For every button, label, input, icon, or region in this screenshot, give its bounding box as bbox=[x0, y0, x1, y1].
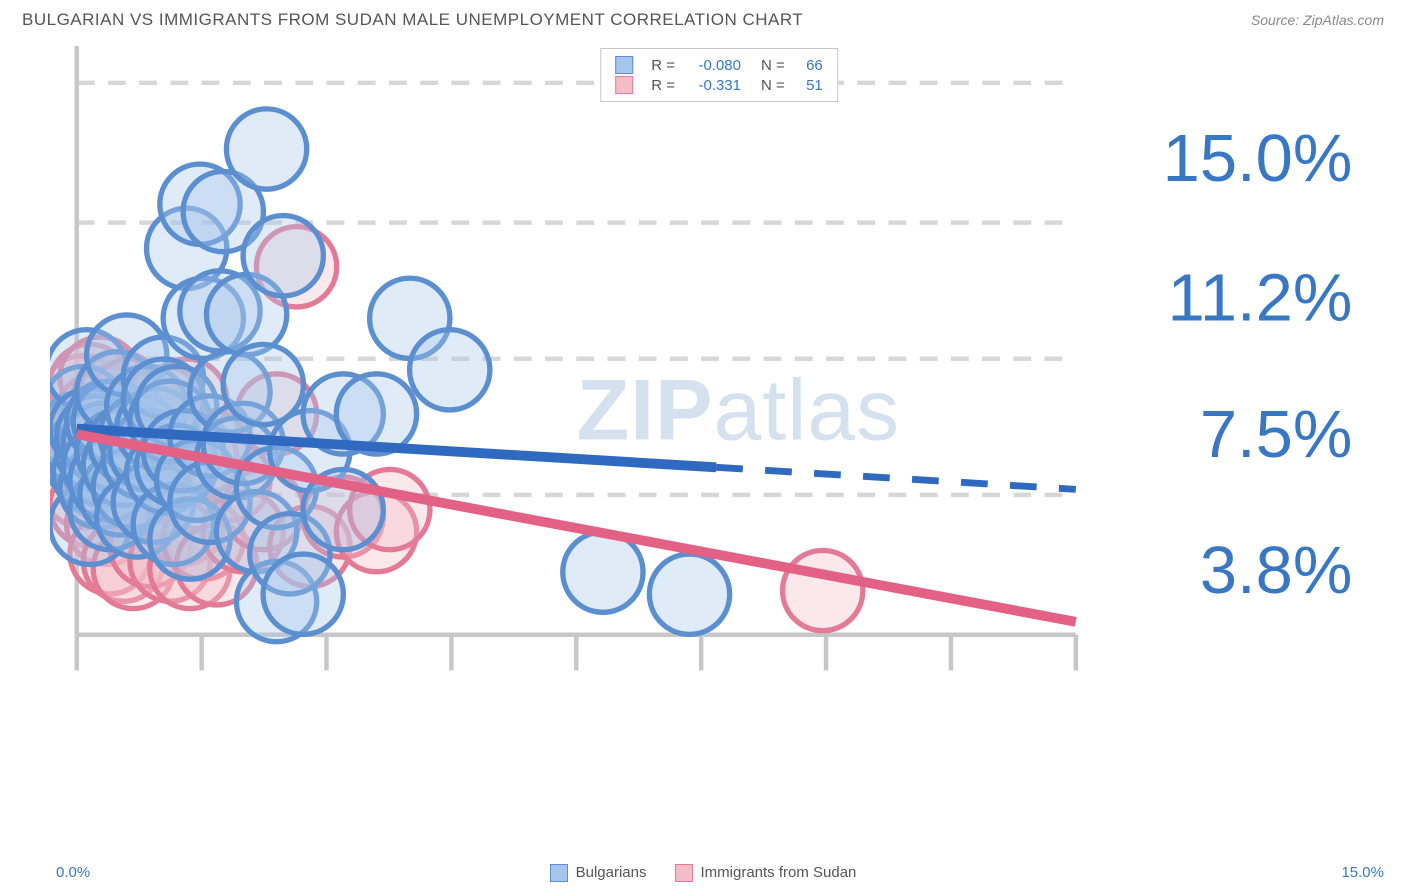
source-attribution: Source: ZipAtlas.com bbox=[1251, 12, 1384, 28]
r-label: R = bbox=[651, 77, 675, 94]
svg-text:11.2%: 11.2% bbox=[1168, 261, 1353, 336]
chart-title: BULGARIAN VS IMMIGRANTS FROM SUDAN MALE … bbox=[22, 10, 803, 30]
series-name: Immigrants from Sudan bbox=[701, 864, 857, 881]
legend-row: R = -0.331 N = 51 bbox=[615, 75, 823, 95]
legend-swatch bbox=[615, 76, 633, 94]
correlation-legend: R = -0.080 N = 66 R = -0.331 N = 51 bbox=[600, 48, 838, 102]
svg-text:15.0%: 15.0% bbox=[1163, 121, 1353, 196]
series-name: Bulgarians bbox=[576, 864, 647, 881]
series-legend-item: Bulgarians bbox=[550, 864, 647, 882]
series-legend-item: Immigrants from Sudan bbox=[675, 864, 857, 882]
bottom-legend: 0.0% Bulgarians Immigrants from Sudan 15.… bbox=[0, 864, 1406, 882]
x-axis-min-label: 0.0% bbox=[56, 864, 90, 881]
r-value: -0.080 bbox=[685, 57, 741, 74]
n-label: N = bbox=[761, 77, 785, 94]
header: BULGARIAN VS IMMIGRANTS FROM SUDAN MALE … bbox=[0, 0, 1406, 36]
n-value: 51 bbox=[795, 77, 823, 94]
legend-row: R = -0.080 N = 66 bbox=[615, 55, 823, 75]
legend-swatch bbox=[675, 864, 693, 882]
x-axis-max-label: 15.0% bbox=[1341, 864, 1384, 881]
svg-text:7.5%: 7.5% bbox=[1200, 397, 1352, 472]
n-label: N = bbox=[761, 57, 785, 74]
r-value: -0.331 bbox=[685, 77, 741, 94]
legend-swatch bbox=[550, 864, 568, 882]
legend-swatch bbox=[615, 56, 633, 74]
scatter-plot: 3.8% 7.5% 11.2% 15.0% bbox=[50, 46, 1388, 715]
n-value: 66 bbox=[795, 57, 823, 74]
chart-area: ZIPatlas R =-0.080N =66R =-0.331N =51 3.… bbox=[50, 46, 1388, 840]
r-label: R = bbox=[651, 57, 675, 74]
svg-text:3.8%: 3.8% bbox=[1200, 533, 1352, 608]
series-legend: Bulgarians Immigrants from Sudan bbox=[550, 864, 857, 882]
